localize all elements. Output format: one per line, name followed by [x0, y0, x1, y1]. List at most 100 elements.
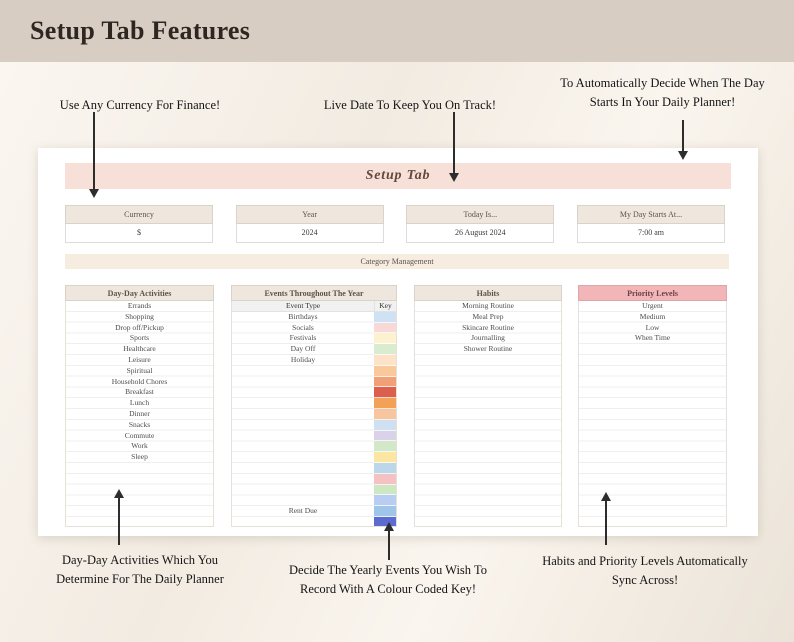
event-color-swatch[interactable] — [374, 473, 396, 485]
priority-cell[interactable]: Urgent — [642, 301, 663, 310]
column-body-habits: Morning Routine Meal Prep Skincare Routi… — [414, 301, 562, 527]
event-type-cell[interactable] — [232, 398, 374, 409]
activity-cell[interactable]: Healthcare — [123, 344, 156, 354]
annotation-live-date: Live Date To Keep You On Track! — [305, 96, 515, 115]
event-type-cell[interactable] — [232, 495, 374, 506]
event-color-swatch[interactable] — [374, 419, 396, 431]
event-color-swatch[interactable] — [374, 322, 396, 334]
event-type-cell[interactable] — [232, 409, 374, 420]
event-row — [232, 387, 396, 399]
activity-cell[interactable]: Sports — [129, 333, 150, 343]
setting-value[interactable]: $ — [65, 224, 213, 243]
event-color-swatch[interactable] — [374, 365, 396, 377]
event-color-swatch[interactable] — [374, 516, 396, 526]
event-color-swatch[interactable] — [374, 376, 396, 388]
event-type-cell[interactable]: Socials — [292, 322, 314, 332]
event-type-cell[interactable] — [232, 431, 374, 442]
event-row: Day Off — [232, 344, 396, 355]
event-row — [232, 473, 396, 485]
annotation-day-start: To Automatically Decide When The Day Sta… — [550, 74, 775, 111]
column-header-habits: Habits — [414, 285, 562, 301]
event-row: Holiday — [232, 354, 396, 366]
event-color-swatch[interactable] — [374, 311, 396, 323]
setting-value[interactable]: 2024 — [235, 224, 384, 243]
column-day-day-activities: Day-Day Activities Errands Shopping Drop… — [65, 285, 214, 527]
activity-cell[interactable]: Spiritual — [126, 365, 153, 375]
event-type-cell[interactable] — [232, 366, 374, 377]
priority-cell[interactable]: When Time — [634, 333, 671, 343]
activity-cell[interactable]: Commute — [124, 430, 155, 440]
setting-value[interactable]: 7:00 am — [576, 224, 725, 243]
event-type-cell[interactable] — [232, 387, 374, 398]
event-color-swatch[interactable] — [374, 441, 396, 453]
event-color-swatch[interactable] — [374, 506, 396, 517]
habit-cell[interactable]: Skincare Routine — [462, 322, 514, 332]
arrow-day-start-icon — [678, 120, 688, 160]
settings-row: Currency $ Year 2024 Today Is... 26 Augu… — [65, 205, 725, 243]
activity-cell[interactable]: Dinner — [129, 408, 150, 418]
event-color-swatch[interactable] — [374, 408, 396, 420]
event-type-cell[interactable] — [232, 420, 374, 431]
event-color-swatch[interactable] — [374, 452, 396, 463]
event-color-swatch[interactable] — [374, 344, 396, 355]
event-type-cell[interactable]: Festivals — [289, 333, 317, 343]
annotation-day-day-line1: Day-Day Activities Which You — [61, 553, 218, 567]
annotation-day-start-line1: To Automatically Decide When The Day — [560, 76, 765, 90]
column-header-events: Events Throughout The Year — [231, 285, 397, 301]
priority-cell[interactable]: Medium — [639, 311, 666, 321]
event-type-cell[interactable] — [232, 441, 374, 452]
event-row: Rent Due — [232, 506, 396, 517]
activity-cell[interactable]: Sleep — [131, 452, 148, 462]
event-type-cell[interactable]: Day Off — [290, 344, 316, 354]
event-row — [232, 419, 396, 431]
page-title: Setup Tab Features — [30, 16, 251, 45]
event-type-cell[interactable] — [232, 452, 374, 463]
annotation-currency: Use Any Currency For Finance! — [35, 96, 245, 115]
event-row: Socials — [232, 322, 396, 334]
events-rows: Birthdays Socials Festivals — [232, 311, 396, 526]
event-color-swatch[interactable] — [374, 387, 396, 399]
event-type-cell[interactable] — [232, 463, 374, 474]
column-events: Events Throughout The Year Event Type Ke… — [231, 285, 397, 527]
activity-cell[interactable]: Lunch — [129, 398, 150, 408]
annotation-day-start-line2: Starts In Your Daily Planner! — [589, 94, 736, 109]
event-color-swatch[interactable] — [374, 398, 396, 409]
annotation-day-day: Day-Day Activities Which You Determine F… — [30, 551, 250, 588]
activity-cell[interactable]: Breakfast — [125, 387, 154, 397]
event-color-swatch[interactable] — [374, 462, 396, 474]
activity-cell[interactable]: Errands — [127, 301, 152, 310]
setting-value[interactable]: 26 August 2024 — [406, 224, 555, 243]
activity-cell[interactable]: Snacks — [128, 419, 151, 429]
event-type-cell[interactable]: Rent Due — [288, 506, 318, 516]
event-type-cell[interactable] — [232, 377, 374, 388]
event-type-cell[interactable]: Birthdays — [288, 311, 318, 321]
setting-label: Currency — [65, 205, 213, 224]
event-type-cell[interactable] — [232, 474, 374, 485]
activity-cell[interactable]: Work — [131, 441, 148, 451]
event-type-cell[interactable] — [232, 485, 374, 496]
habit-cell[interactable]: Morning Routine — [462, 301, 514, 310]
setting-cell: Year 2024 — [235, 205, 384, 243]
annotation-events-line2: Record With A Colour Coded Key! — [300, 581, 476, 596]
activity-cell[interactable]: Drop off/Pickup — [115, 322, 164, 332]
event-color-swatch[interactable] — [374, 354, 396, 366]
event-type-cell[interactable]: Holiday — [290, 354, 316, 364]
habit-cell[interactable]: Journalling — [471, 333, 505, 343]
event-type-cell[interactable] — [232, 517, 374, 526]
column-body-events: Event Type Key Birthdays Socials — [231, 301, 397, 527]
event-color-swatch[interactable] — [374, 430, 396, 442]
annotation-events-line1: Decide The Yearly Events You Wish To — [289, 563, 487, 577]
habit-cell[interactable]: Shower Routine — [463, 344, 513, 354]
activity-cell[interactable]: Shopping — [125, 311, 154, 321]
event-color-swatch[interactable] — [374, 333, 396, 345]
habit-cell[interactable]: Meal Prep — [472, 311, 504, 321]
column-header-priority: Priority Levels — [578, 285, 727, 301]
activity-cell[interactable]: Household Chores — [111, 376, 168, 386]
arrow-events-icon — [384, 522, 394, 560]
priority-cell[interactable]: Low — [645, 322, 660, 332]
events-subheader: Event Type Key — [232, 301, 396, 312]
event-color-swatch[interactable] — [374, 495, 396, 507]
event-color-swatch[interactable] — [374, 484, 396, 496]
activity-cell[interactable]: Leisure — [128, 354, 151, 364]
